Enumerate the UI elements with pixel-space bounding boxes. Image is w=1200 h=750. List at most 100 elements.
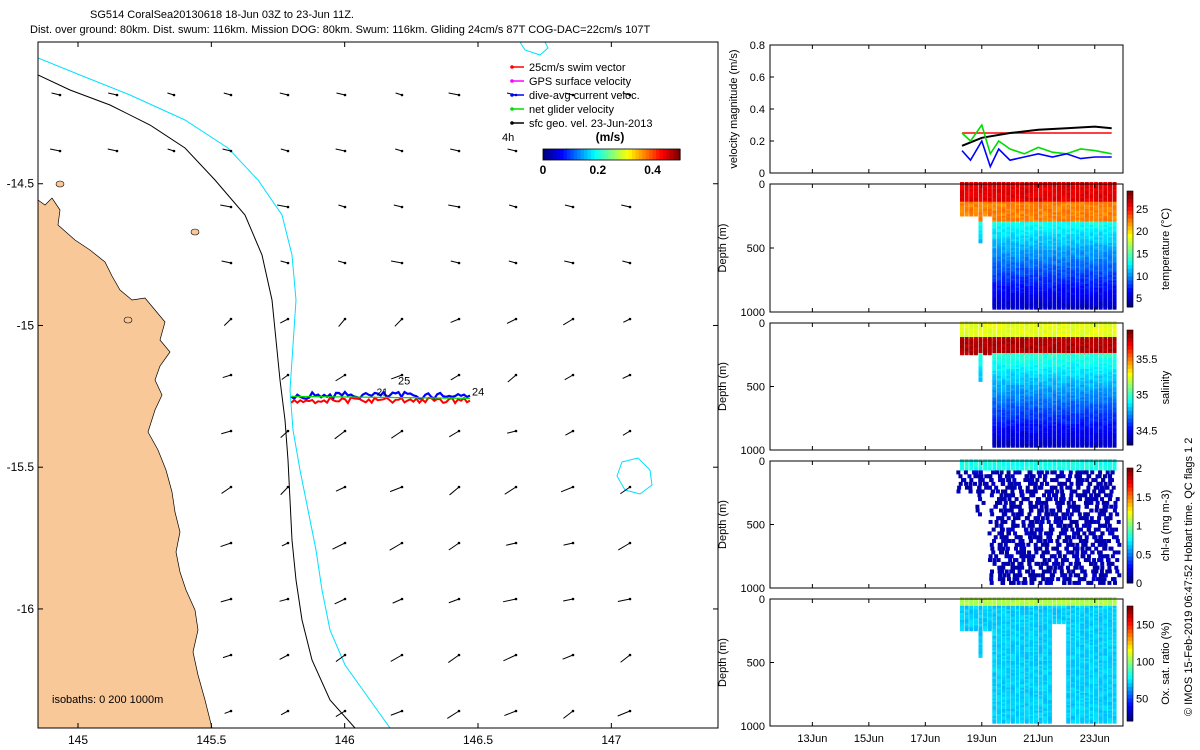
colorbar-swatch [645,149,650,160]
profile-point [987,466,992,471]
profile-point [1003,519,1008,524]
profile-point [1011,493,1016,498]
profile-point [1018,508,1023,513]
profile-point [1039,508,1044,513]
depth-y-label: Depth (m) [717,362,729,411]
geo-velocity-arrow-base [229,149,233,153]
profile-point [983,462,988,467]
profile-point [1066,305,1071,310]
profile-point [1028,470,1033,475]
profile-point [1036,516,1041,521]
profile-point [1043,474,1048,479]
geo-velocity-arrow-base [343,429,347,433]
panel-2-scatter [960,182,1117,310]
profile-point [1021,580,1026,585]
geo-velocity-arrow [621,204,631,208]
profile-point [1020,305,1025,310]
geo-velocity-arrow [449,486,460,496]
profile-point [1025,569,1030,574]
profile-point [1001,443,1006,448]
geo-velocity-arrow-base [343,485,347,489]
seamount-contour [616,457,653,495]
profile-point [999,523,1004,528]
profile-point [1001,539,1006,544]
profile-point [1006,478,1011,483]
panel-4-scatter [956,459,1122,585]
profile-point [1033,546,1038,551]
profile-point [1010,565,1015,570]
profile-point [994,554,999,559]
geo-velocity-arrow-base [343,93,347,97]
geo-velocity-arrow [222,654,232,659]
profile-point [1022,550,1027,555]
geo-velocity-arrow-base [229,429,233,433]
geo-velocity-arrow-base [571,93,575,97]
profile-point [1037,527,1042,532]
profile-point [1033,466,1038,471]
profile-point [1044,569,1049,574]
geo-velocity-arrow-base [400,485,404,489]
geo-velocity-arrow-base [286,205,290,209]
panel-colorbar-swatch [1127,356,1133,362]
profile-point [978,497,983,502]
panel-colorbar-swatch [1127,433,1133,438]
panel-colorbar-swatch [1127,368,1133,373]
isobath-1000m [38,57,391,728]
profile-point [1005,485,1010,490]
profile-point [1016,516,1021,521]
profile-point [1084,305,1089,310]
profile-point [1066,443,1071,448]
profile-point [1045,470,1050,475]
map-x-tick-label: 147 [601,733,621,747]
geo-velocity-arrow-base [457,653,461,657]
profile-point [989,542,994,547]
profile-point [1098,305,1103,310]
panel-colorbar-tick-label: 25 [1136,204,1148,216]
profile-point [997,569,1002,574]
profile-point [1027,512,1032,517]
profile-point [1022,577,1027,582]
panel-colorbar-swatch [1127,360,1133,365]
profile-point [1011,523,1016,528]
panel-colorbar-swatch [1127,218,1133,223]
profile-point [1103,305,1108,310]
geo-velocity-arrow-base [400,261,404,265]
profile-point [997,565,1002,570]
profile-point [964,466,969,471]
profile-point [1107,305,1112,310]
colorbar-swatch [652,149,657,160]
profile-point [1027,523,1032,528]
profile-point [1040,573,1045,578]
geo-velocity-arrow-base [115,93,119,97]
colorbar-swatch [563,149,568,160]
geo-velocity-arrow-base [571,485,575,489]
velocity-y-label: velocity magnitude (m/s) [728,49,740,168]
velocity-series-line [961,125,1112,147]
profile-point [1015,523,1020,528]
profile-point [1044,500,1049,505]
profile-point [1013,470,1018,475]
geo-velocity-arrow [389,542,403,551]
profile-point [1019,489,1024,494]
profile-point [1015,305,1020,310]
colorbar-swatch [553,149,558,160]
profile-point [1012,516,1017,521]
profile-point [1012,478,1017,483]
panel-colorbar-tick-label: 20 [1136,226,1148,238]
profile-point [990,569,995,574]
profile-point [994,519,999,524]
panel-colorbar-swatch [1127,353,1133,358]
profile-point [1020,466,1025,471]
geo-velocity-arrow-base [457,93,461,97]
profile-point [1007,527,1012,532]
geo-velocity-arrow-base [343,317,347,321]
profile-point [981,500,986,505]
profile-point [1012,485,1017,490]
profile-point [969,351,974,356]
profile-point [999,527,1004,532]
profile-point [1030,478,1035,483]
panel-colorbar-swatch [1127,237,1133,242]
profile-point [1014,565,1019,570]
profile-point [973,212,978,217]
map-y-tick-label: -14.5 [7,177,35,191]
